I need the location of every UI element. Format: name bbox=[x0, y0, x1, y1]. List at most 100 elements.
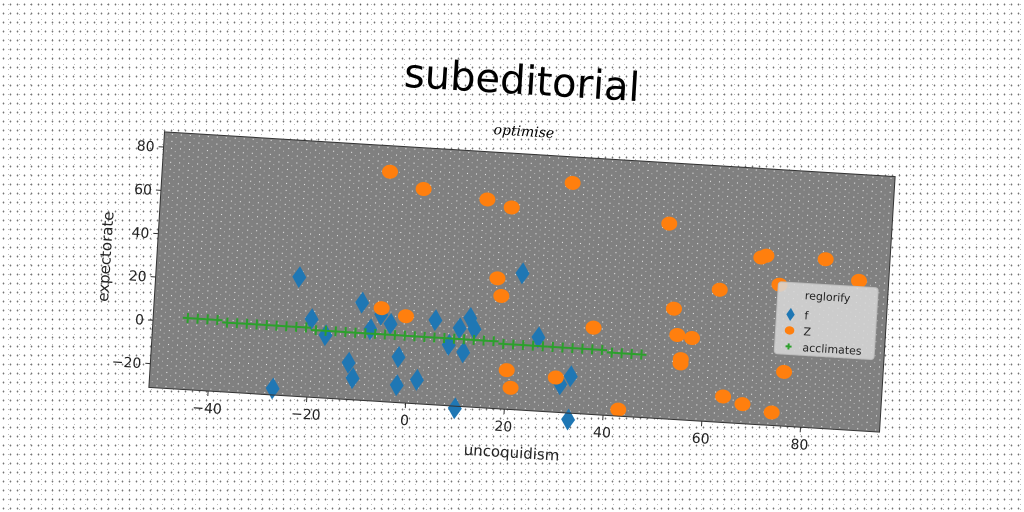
data-point-plus bbox=[192, 313, 203, 324]
y-tick-label: 80 bbox=[136, 138, 155, 155]
data-point-plus bbox=[449, 333, 460, 344]
data-point-circle bbox=[493, 288, 510, 303]
data-point-plus bbox=[340, 327, 351, 338]
data-point-plus bbox=[241, 318, 252, 329]
data-point-diamond bbox=[531, 326, 546, 349]
data-point-circle bbox=[763, 405, 780, 420]
legend-title: reglorify bbox=[804, 289, 851, 305]
plot-frame bbox=[148, 131, 896, 433]
data-point-diamond bbox=[391, 346, 406, 369]
chart-title: subeditorial bbox=[403, 51, 641, 111]
data-point-diamond bbox=[428, 309, 443, 332]
legend-label: f bbox=[804, 309, 810, 322]
data-point-plus bbox=[360, 328, 371, 339]
legend-box bbox=[773, 281, 879, 360]
data-point-circle bbox=[397, 309, 414, 324]
x-tick-label: −40 bbox=[192, 400, 222, 418]
data-point-plus bbox=[271, 320, 282, 331]
data-point-circle bbox=[547, 370, 564, 385]
legend-marker bbox=[786, 307, 795, 322]
chart-subtitle-group: optimise bbox=[493, 122, 555, 142]
data-point-diamond bbox=[355, 291, 370, 314]
data-point-circle bbox=[382, 164, 398, 179]
data-point-plus bbox=[537, 341, 548, 352]
legend-label: Z bbox=[803, 325, 812, 338]
data-point-plus bbox=[508, 339, 519, 350]
data-point-diamond bbox=[265, 377, 280, 400]
data-point-plus bbox=[429, 332, 440, 343]
data-point-circle bbox=[734, 397, 751, 412]
data-point-plus bbox=[291, 321, 302, 332]
data-point-plus bbox=[202, 314, 213, 325]
data-point-plus bbox=[527, 340, 539, 351]
y-tick-label: 40 bbox=[131, 225, 150, 242]
data-point-plus bbox=[577, 343, 588, 354]
x-tick-label: 20 bbox=[494, 419, 513, 436]
y-axis-ticks: −20 0 20 40 60 80 bbox=[111, 138, 164, 372]
data-point-diamond bbox=[456, 341, 471, 364]
x-tick-label: 80 bbox=[790, 437, 809, 454]
data-point-diamond bbox=[363, 318, 378, 341]
legend-marker bbox=[784, 326, 795, 335]
data-point-circle bbox=[684, 331, 701, 346]
data-point-circle bbox=[665, 301, 682, 316]
data-point-circle bbox=[758, 248, 775, 263]
data-point-circle bbox=[711, 282, 728, 297]
data-point-diamond bbox=[345, 367, 360, 390]
x-axis-ticks: −40 −20 0 20 40 60 80 bbox=[192, 391, 809, 454]
data-point-circle bbox=[661, 216, 678, 231]
data-point-plus bbox=[261, 320, 272, 331]
legend-marker bbox=[785, 343, 792, 350]
data-point-circle bbox=[503, 200, 520, 215]
data-point-plus bbox=[458, 334, 470, 345]
data-point-plus bbox=[468, 334, 479, 345]
y-tick-label: 60 bbox=[134, 182, 153, 199]
data-point-plus bbox=[212, 314, 223, 325]
y-tick-label: 0 bbox=[135, 312, 145, 329]
data-point-plus bbox=[488, 336, 499, 347]
data-point-plus bbox=[606, 347, 617, 358]
data-point-plus bbox=[597, 344, 608, 355]
legend-label: acclimates bbox=[802, 341, 862, 358]
data-point-circle bbox=[502, 380, 519, 395]
x-tick-label: 60 bbox=[691, 431, 710, 448]
data-point-circle bbox=[585, 320, 602, 335]
data-point-circle bbox=[489, 271, 506, 286]
data-point-diamond bbox=[447, 397, 462, 420]
data-point-plus bbox=[567, 343, 578, 354]
data-point-diamond bbox=[463, 306, 478, 329]
data-point-plus bbox=[389, 330, 400, 341]
data-point-plus bbox=[350, 327, 361, 338]
y-axis-label: expectorate bbox=[94, 211, 117, 302]
data-point-plus bbox=[370, 328, 381, 339]
x-axis-label: uncoquidism bbox=[463, 441, 560, 465]
data-point-plus bbox=[587, 344, 598, 355]
data-point-plus bbox=[616, 348, 627, 359]
data-point-plus bbox=[419, 331, 430, 342]
x-tick-label: 0 bbox=[400, 413, 410, 430]
data-point-plus bbox=[182, 313, 193, 324]
data-point-plus bbox=[251, 319, 262, 330]
data-point-plus bbox=[557, 342, 568, 353]
data-point-diamond bbox=[467, 318, 482, 341]
data-point-plus bbox=[518, 340, 529, 351]
data-point-plus bbox=[330, 326, 341, 337]
data-point-plus bbox=[281, 321, 292, 332]
data-point-circle bbox=[776, 364, 793, 379]
data-point-circle bbox=[669, 327, 686, 342]
data-point-circle bbox=[415, 182, 432, 197]
data-point-diamond bbox=[292, 266, 307, 289]
y-tick-label: 20 bbox=[128, 268, 147, 285]
data-point-plus bbox=[498, 338, 509, 349]
data-point-diamond bbox=[515, 262, 530, 285]
data-marks bbox=[182, 164, 868, 431]
data-point-diamond bbox=[452, 317, 467, 340]
data-point-plus bbox=[409, 331, 420, 342]
data-point-circle bbox=[817, 252, 834, 267]
data-point-diamond bbox=[563, 365, 578, 388]
data-point-plus bbox=[399, 330, 410, 341]
chart-title-group: subeditorial bbox=[403, 51, 641, 111]
